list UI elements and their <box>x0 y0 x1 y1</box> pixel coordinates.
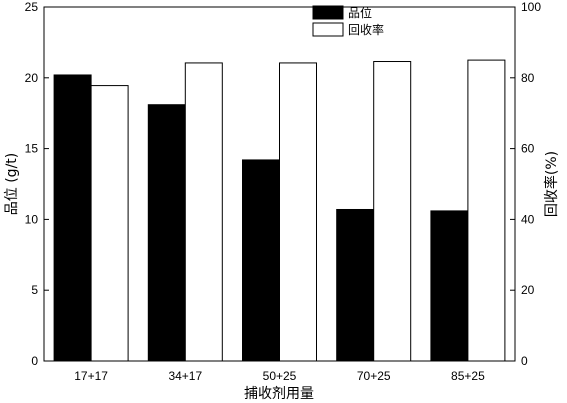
right-tick-label: 100 <box>521 0 541 14</box>
right-tick-label: 20 <box>521 283 535 297</box>
x-tick-label: 50+25 <box>263 369 297 383</box>
right-tick-label: 80 <box>521 71 535 85</box>
x-tick-label: 17+17 <box>74 369 108 383</box>
bar-grade-5 <box>430 210 469 362</box>
x-axis-title: 捕收剂用量 <box>244 386 314 402</box>
left-tick-label: 0 <box>31 354 38 368</box>
right-axis-ticks: 0 20 40 60 80 100 <box>510 0 541 368</box>
right-tick-label: 60 <box>521 142 535 156</box>
bar-grade-4 <box>336 208 375 362</box>
legend-label-grade: 品位 <box>348 5 372 20</box>
bar-grade-2 <box>147 104 186 362</box>
bar-recovery-1 <box>90 85 129 362</box>
plot-frame <box>43 6 516 362</box>
left-tick-label: 10 <box>25 212 39 226</box>
legend-swatch-recovery <box>312 22 344 37</box>
bar-grade-1 <box>53 74 92 362</box>
x-axis-ticks: 17+17 34+17 50+25 70+25 85+25 <box>74 369 485 383</box>
bar-grade-3 <box>242 159 280 362</box>
x-tick-label: 34+17 <box>168 369 202 383</box>
right-axis-title: 回收率(%) <box>543 151 560 217</box>
left-tick-label: 15 <box>25 142 39 156</box>
x-tick-label: 85+25 <box>451 369 485 383</box>
left-axis-ticks: 0 5 10 15 20 25 <box>25 0 49 368</box>
legend: 品位 回收率 <box>312 5 384 37</box>
bar-recovery-5 <box>467 59 506 362</box>
legend-swatch-grade <box>312 5 344 20</box>
right-tick-label: 0 <box>521 354 528 368</box>
left-axis-title: 品位 (g/t) <box>4 153 20 215</box>
bar-recovery-4 <box>373 61 412 362</box>
right-tick-label: 40 <box>521 212 535 226</box>
left-tick-label: 25 <box>25 0 39 14</box>
x-tick-label: 70+25 <box>357 369 391 383</box>
left-tick-label: 20 <box>25 71 39 85</box>
left-tick-label: 5 <box>31 283 38 297</box>
bars-layer <box>53 59 506 362</box>
bar-recovery-2 <box>184 62 223 362</box>
legend-label-recovery: 回收率 <box>348 22 384 37</box>
bar-recovery-3 <box>279 62 317 362</box>
